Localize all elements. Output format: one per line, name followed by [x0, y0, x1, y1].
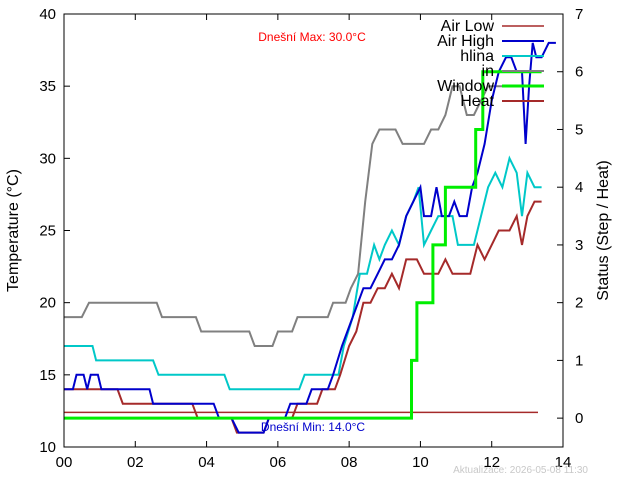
y-tick-label: 35 [39, 78, 56, 95]
legend-label-heat: Heat [460, 93, 494, 110]
x-tick-label: 10 [412, 454, 429, 471]
y2-tick-label: 0 [575, 410, 583, 427]
x-tick-label: 12 [483, 454, 500, 471]
y2-tick-label: 7 [575, 6, 583, 23]
y-tick-label: 40 [39, 6, 56, 23]
legend-label-hlina: hlina [460, 48, 494, 65]
legend-label-air-high: Air High [437, 33, 494, 50]
y2-tick-label: 1 [575, 352, 583, 369]
footer-timestamp: Aktualizace: 2026-05-08 11:30 [453, 465, 588, 476]
y-tick-label: 15 [39, 367, 56, 384]
series-line-in [64, 85, 538, 347]
y-axis-label: Temperature (°C) [5, 169, 22, 292]
series-layer [64, 41, 556, 434]
series-line-air-high [64, 41, 556, 434]
y2-tick-label: 2 [575, 295, 583, 312]
y-tick-label: 10 [39, 439, 56, 456]
min-annotation: Dnešní Min: 14.0°C [261, 420, 366, 434]
y2-tick-label: 6 [575, 64, 583, 81]
x-tick-label: 14 [555, 454, 572, 471]
y-tick-label: 25 [39, 223, 56, 240]
y-tick-label: 30 [39, 150, 56, 167]
legend-label-window: Window [437, 78, 494, 95]
y2-axis-label: Status (Step / Heat) [595, 160, 612, 301]
x-tick-label: 04 [198, 454, 215, 471]
x-tick-label: 08 [341, 454, 358, 471]
y-tick-label: 20 [39, 295, 56, 312]
series-line-window [64, 70, 542, 420]
legend-label-in: in [482, 63, 494, 80]
x-tick-label: 02 [127, 454, 144, 471]
legend-label-air-low: Air Low [441, 18, 495, 35]
max-annotation: Dnešní Max: 30.0°C [258, 30, 366, 44]
x-tick-label: 00 [56, 454, 73, 471]
y2-tick-label: 4 [575, 179, 583, 196]
y2-tick-label: 5 [575, 121, 583, 138]
y2-tick-label: 3 [575, 237, 583, 254]
x-tick-label: 06 [270, 454, 287, 471]
